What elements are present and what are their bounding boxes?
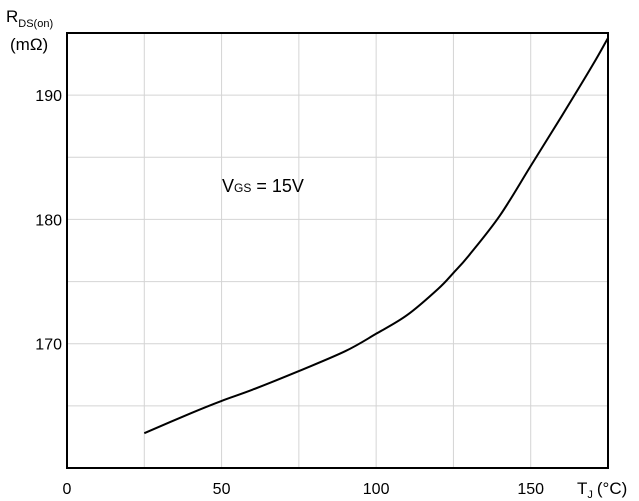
x-axis-title-sub: J [587, 489, 593, 501]
y-axis-title-main: R [6, 7, 18, 26]
vgs-annotation: VGS = 15V [222, 176, 304, 196]
grid [67, 33, 608, 468]
vgs-annotation-main: V [222, 176, 234, 196]
x-tick-label: 100 [363, 481, 390, 498]
y-axis-title: RDS(on) [6, 7, 53, 30]
vgs-annotation-rest: = 15V [251, 176, 304, 196]
data-series-line [143, 37, 609, 435]
y-axis-title-sub: DS(on) [18, 18, 53, 30]
x-tick-label: 50 [213, 481, 231, 498]
y-tick-labels: 170 180 190 [35, 88, 62, 354]
y-tick-label: 180 [35, 212, 62, 229]
x-axis-title-main: T [577, 479, 587, 498]
x-tick-labels: 0 50 100 150 [63, 481, 545, 498]
vgs-annotation-sub: GS [234, 181, 251, 195]
x-tick-label: 150 [517, 481, 544, 498]
y-tick-label: 190 [35, 88, 62, 105]
x-axis-title-unit: (°C) [597, 479, 627, 498]
y-tick-label: 170 [35, 337, 62, 354]
plot-frame [66, 32, 609, 469]
x-axis-title: TJ (°C) [577, 479, 627, 501]
x-tick-label: 0 [63, 481, 72, 498]
y-axis-unit: (mΩ) [10, 35, 48, 54]
